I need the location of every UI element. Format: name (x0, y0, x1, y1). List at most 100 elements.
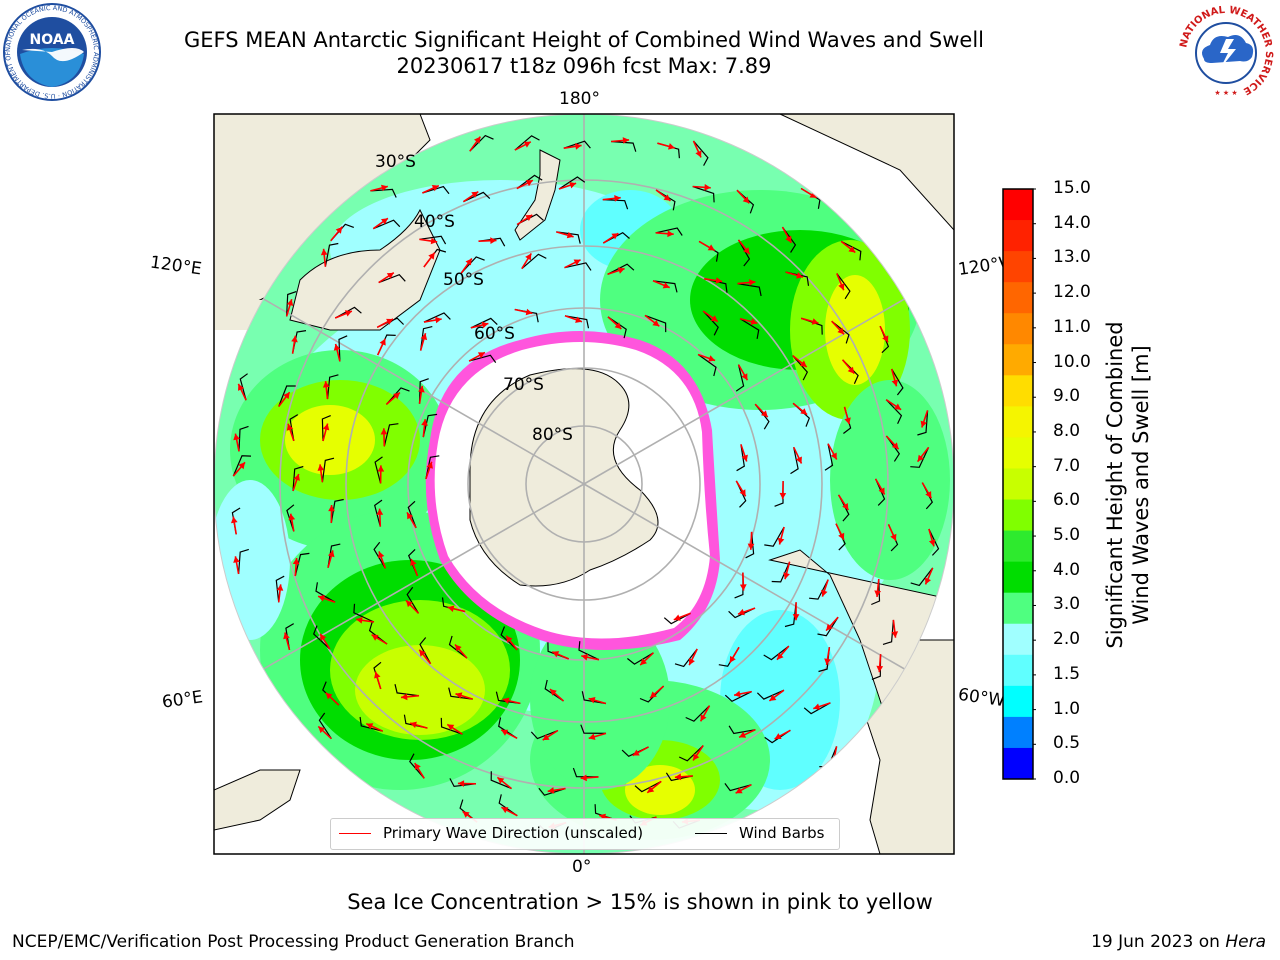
wind-barb (607, 263, 635, 275)
colorbar-tick-label: 4.0 (1053, 559, 1081, 580)
wave-arrow-head (428, 252, 435, 260)
colorbar-cell (1003, 468, 1033, 501)
wind-barb (792, 355, 809, 381)
wave-arrow-head (708, 355, 716, 362)
wave-arrow-head (490, 237, 497, 244)
wave-height-contour (825, 275, 885, 385)
wind-barb (735, 364, 745, 392)
wave-arrow-head (742, 196, 750, 204)
noaa-logo: NATIONAL OCEANIC AND ATMOSPHERIC ADMINIS… (2, 2, 101, 101)
wave-arrow-head (785, 235, 792, 243)
wind-barb (685, 705, 710, 722)
wind-barb (724, 691, 752, 703)
lon-label-0: 0° (572, 857, 592, 877)
colorbar-tick-label: 0.0 (1053, 768, 1081, 788)
colorbar-cell (1003, 623, 1033, 656)
wave-arrow-head (455, 692, 463, 699)
wave-arrow-head (547, 787, 555, 794)
wave-arrow-head (663, 194, 671, 201)
wave-arrow-head (715, 277, 723, 284)
lat-label-40s: 40°S (414, 212, 455, 232)
colorbar-cell (1003, 716, 1033, 749)
colorbar-cell (1003, 592, 1033, 625)
wave-arrow-head (410, 559, 417, 566)
wind-barb (326, 374, 339, 400)
wave-arrow-head (575, 316, 582, 323)
wind-barb (764, 526, 785, 547)
wind-barb (463, 191, 491, 203)
wave-direction-arrows (231, 136, 936, 829)
wind-barb (782, 226, 797, 253)
wind-barb (928, 528, 940, 556)
wind-barb (423, 312, 451, 323)
wave-arrow-head (824, 658, 831, 665)
wave-arrow-head (739, 489, 746, 497)
wind-barb (871, 578, 881, 606)
wave-arrow-head (734, 690, 741, 698)
wave-arrow-head (525, 180, 533, 187)
wave-arrow-head (418, 385, 425, 393)
wind-barb (514, 135, 540, 151)
wind-barb (409, 753, 425, 779)
colorbar-cell (1003, 437, 1033, 469)
wind-barb (771, 561, 791, 583)
wave-arrow-head (288, 513, 296, 521)
legend-wind-swatch (695, 832, 727, 834)
wave-arrow-head (809, 191, 817, 198)
colorbar-tick-label: 15.0 (1053, 178, 1091, 198)
wave-arrow-head (739, 584, 747, 591)
wave-arrow-head (501, 729, 509, 736)
wind-barb (607, 316, 627, 339)
wind-barb (468, 354, 497, 363)
colorbar (1002, 188, 1036, 780)
wave-arrow-head (844, 417, 851, 425)
wind-barb (644, 314, 667, 333)
wind-barb (564, 315, 590, 329)
wave-arrow-head (821, 589, 828, 597)
colorbar-tick-label: 10.0 (1053, 351, 1091, 372)
colorbar-cell (1003, 282, 1033, 314)
wave-arrow-head (777, 652, 784, 660)
wave-arrow-head (231, 516, 238, 524)
wind-barb (556, 231, 581, 244)
wave-arrow-head (738, 608, 745, 616)
wave-arrow-head (925, 491, 932, 499)
wind-barb (470, 317, 498, 329)
wave-arrow-head (502, 697, 510, 704)
wave-arrow-head (847, 366, 855, 374)
wave-arrow-head (668, 143, 675, 150)
wave-arrow-head (325, 692, 333, 700)
wind-barb (334, 306, 362, 319)
colorbar-tick-label: 5.0 (1053, 525, 1081, 546)
wind-barb (521, 253, 547, 270)
wave-arrow-head (378, 551, 385, 559)
wind-barb (581, 691, 606, 705)
wave-arrow-head (328, 505, 335, 512)
wave-arrow-head (501, 807, 509, 814)
wave-arrow-head (614, 195, 621, 202)
colorbar-cell (1003, 561, 1033, 594)
wave-arrow-head (401, 693, 408, 701)
wave-arrow-head (462, 811, 470, 818)
wave-arrow-head (457, 780, 465, 787)
wave-arrow-head (792, 614, 800, 621)
wave-arrow-head (761, 410, 768, 418)
footer-date: 19 Jun 2023 on (1091, 932, 1226, 952)
wave-arrow-head (328, 550, 335, 558)
antarctica-land (469, 368, 659, 587)
wave-arrow-head (523, 141, 531, 148)
colorbar-tick-label: 9.0 (1053, 386, 1081, 407)
wave-arrow-head (335, 226, 343, 234)
wave-arrow-head (749, 279, 756, 286)
wind-barb (817, 616, 839, 637)
wind-barb (286, 504, 295, 532)
wind-barb (278, 385, 296, 407)
colorbar-label-line-1: Significant Height of Combined (1103, 321, 1127, 649)
wave-arrow-head (799, 360, 807, 367)
wave-arrow-head (410, 721, 417, 728)
wave-arrow-head (848, 246, 856, 253)
lat-label-60s: 60°S (474, 324, 515, 344)
wind-barb (885, 435, 901, 462)
wave-arrow-head (769, 694, 777, 701)
wave-arrow-head (283, 392, 290, 400)
